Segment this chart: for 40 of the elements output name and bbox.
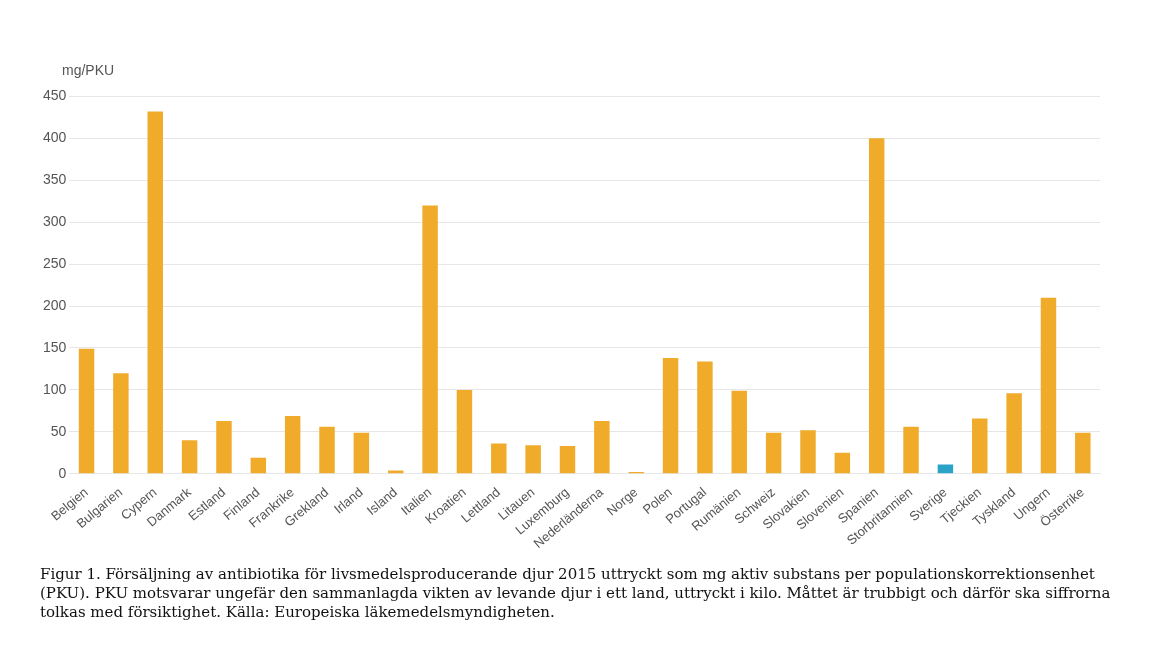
bar xyxy=(353,432,370,474)
bar xyxy=(113,373,129,474)
y-tick-label: 400 xyxy=(43,129,67,146)
bar xyxy=(1075,432,1091,474)
y-tick-label: 200 xyxy=(43,296,67,313)
bar xyxy=(181,440,198,474)
text: Figur 1. Försäljning av antibiotika för livsmedelsproducerande djur 2015 uttryckt som mg aktiv substans per populationskorrektionsenhet (PKU). PKU motsvarar ungefär den sammanlagda vikten av levande djur i ett land, uttryckt i kilo. Måttet är trubbigt och därför ska siffrorna tolkas med försiktighet. Källa: Europeiska läkemedelsmyndigheten. xyxy=(40,565,1112,622)
bar xyxy=(250,457,267,474)
bar xyxy=(147,111,163,474)
y-tick-label: 300 xyxy=(43,213,67,230)
bar xyxy=(216,420,232,474)
bar xyxy=(868,138,885,474)
bar xyxy=(491,443,507,474)
bar xyxy=(662,358,679,474)
y-tick-label: 350 xyxy=(43,171,67,188)
bar xyxy=(319,426,335,474)
y-tick-label: 150 xyxy=(43,338,67,355)
bar xyxy=(697,361,713,474)
bar xyxy=(525,445,541,474)
bar xyxy=(559,446,576,474)
bar xyxy=(765,432,782,474)
bar xyxy=(731,390,748,474)
bar xyxy=(422,205,438,474)
y-tick-label: 250 xyxy=(43,254,67,271)
bar xyxy=(284,415,301,474)
bar xyxy=(456,389,473,474)
bar xyxy=(1040,297,1057,474)
bar xyxy=(388,470,404,474)
bar xyxy=(78,348,95,474)
bar xyxy=(972,418,988,474)
y-axis-title: mg/PKU xyxy=(62,62,115,78)
y-tick-label: 50 xyxy=(50,422,67,439)
y-tick-label: 0 xyxy=(58,464,67,481)
y-tick-label: 450 xyxy=(43,87,67,104)
bar xyxy=(834,452,851,474)
bar xyxy=(1006,393,1022,474)
bar xyxy=(903,426,919,474)
bar xyxy=(594,420,610,474)
bar xyxy=(800,430,816,474)
y-tick-label: 100 xyxy=(43,380,67,397)
